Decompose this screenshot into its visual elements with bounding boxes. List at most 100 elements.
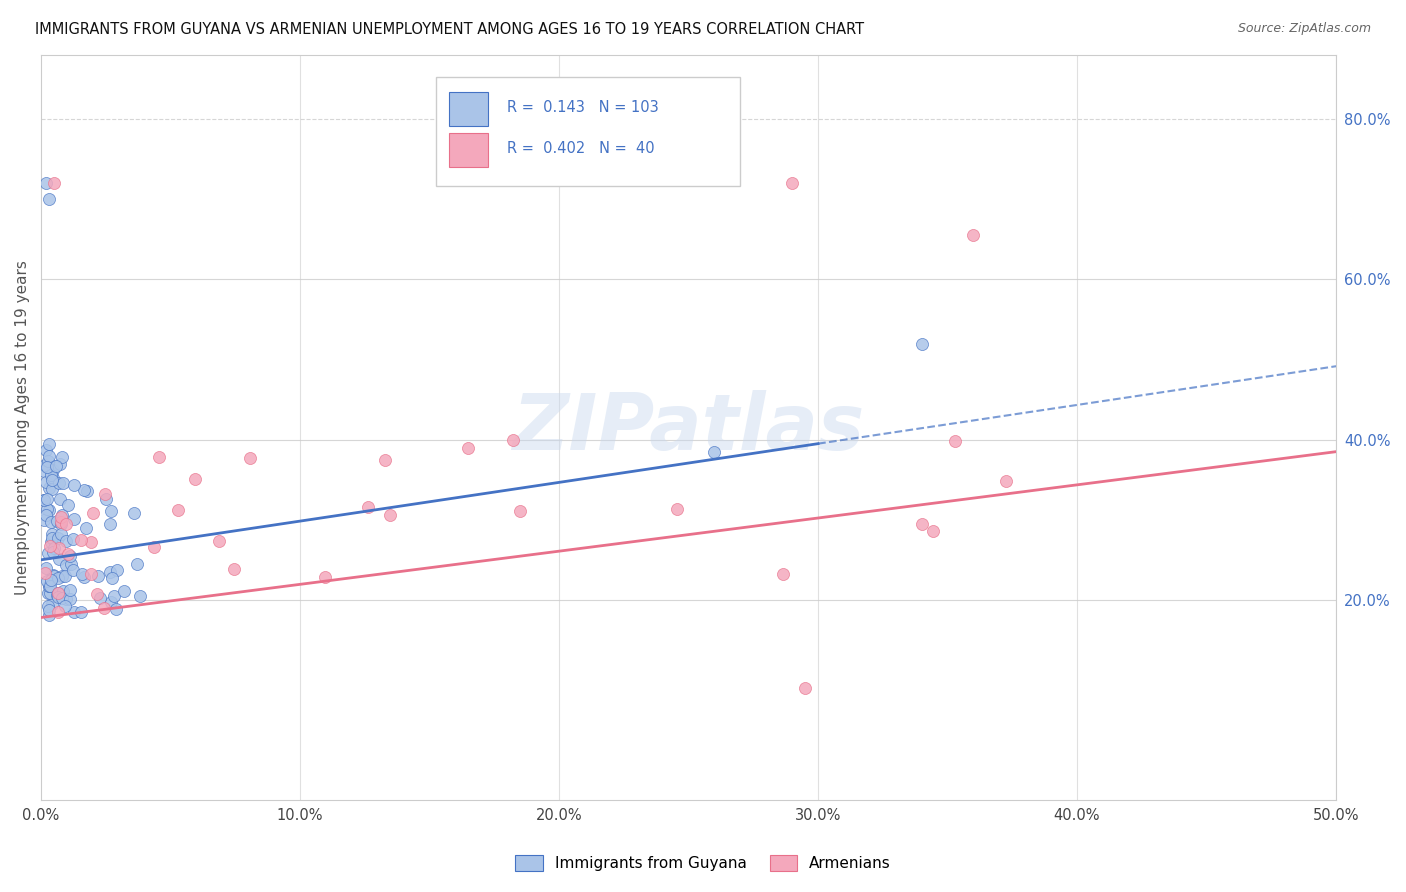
Point — [58, 547, 80, 561]
Point — [46, 605, 69, 619]
Point — [39, 585, 62, 599]
Point — [38, 192, 60, 206]
FancyBboxPatch shape — [449, 93, 488, 126]
Point — [42, 545, 65, 559]
Point — [38, 607, 60, 622]
Point — [41, 473, 63, 487]
Point — [37, 586, 59, 600]
Point — [38, 579, 60, 593]
Point — [46, 590, 69, 604]
Point — [42, 568, 65, 582]
Point — [239, 450, 262, 465]
Point — [63, 606, 86, 620]
Point — [35, 177, 58, 191]
Point — [34, 464, 56, 478]
Point — [48, 457, 70, 471]
Point — [42, 569, 65, 583]
Point — [62, 532, 84, 546]
Point — [128, 589, 150, 603]
Point — [502, 434, 524, 448]
Point — [49, 509, 72, 524]
Point — [70, 566, 93, 581]
Point — [457, 441, 479, 455]
Point — [56, 498, 79, 512]
Point — [98, 566, 121, 580]
Point — [39, 539, 62, 553]
Point — [46, 514, 69, 528]
Point — [48, 476, 70, 491]
Point — [105, 563, 128, 577]
Point — [665, 502, 688, 516]
Point — [59, 557, 82, 571]
Point — [41, 574, 63, 588]
Point — [38, 503, 60, 517]
Point — [39, 468, 62, 483]
Point — [73, 483, 96, 497]
Point — [86, 587, 108, 601]
Point — [42, 471, 65, 485]
Point — [314, 570, 336, 584]
Point — [374, 453, 396, 467]
Text: Source: ZipAtlas.com: Source: ZipAtlas.com — [1237, 22, 1371, 36]
Point — [51, 450, 73, 464]
Point — [38, 579, 60, 593]
Point — [41, 597, 63, 611]
Point — [35, 508, 58, 522]
Point — [39, 534, 62, 549]
Point — [125, 557, 148, 571]
Point — [35, 491, 58, 506]
Point — [80, 535, 103, 549]
Point — [49, 526, 72, 541]
Point — [63, 477, 86, 491]
Point — [93, 487, 115, 501]
Point — [72, 570, 94, 584]
Point — [911, 336, 934, 351]
Point — [103, 589, 125, 603]
Point — [46, 571, 69, 585]
Point — [34, 492, 56, 507]
Point — [46, 588, 69, 602]
Point — [76, 483, 98, 498]
Point — [41, 515, 63, 529]
Point — [63, 512, 86, 526]
Point — [37, 454, 59, 468]
Point — [37, 574, 59, 588]
Point — [34, 458, 56, 472]
Point — [38, 481, 60, 495]
Point — [100, 595, 122, 609]
Text: IMMIGRANTS FROM GUYANA VS ARMENIAN UNEMPLOYMENT AMONG AGES 16 TO 19 YEARS CORREL: IMMIGRANTS FROM GUYANA VS ARMENIAN UNEMP… — [35, 22, 865, 37]
Point — [143, 541, 166, 555]
Point — [70, 605, 93, 619]
Point — [34, 513, 56, 527]
Point — [48, 552, 70, 566]
Point — [42, 533, 65, 548]
Point — [80, 566, 103, 581]
Point — [52, 476, 75, 491]
Point — [51, 515, 73, 529]
Point — [45, 459, 67, 474]
Text: ZIPatlas: ZIPatlas — [512, 390, 865, 466]
Point — [994, 474, 1017, 488]
Text: R =  0.143   N = 103: R = 0.143 N = 103 — [508, 100, 659, 115]
Point — [42, 177, 65, 191]
Point — [55, 558, 77, 572]
Point — [38, 449, 60, 463]
Point — [62, 563, 84, 577]
Point — [208, 533, 231, 548]
Point — [943, 434, 966, 449]
Point — [35, 475, 58, 489]
Point — [51, 569, 73, 583]
Point — [922, 524, 945, 538]
FancyBboxPatch shape — [436, 78, 741, 186]
Legend: Immigrants from Guyana, Armenians: Immigrants from Guyana, Armenians — [515, 855, 891, 871]
Point — [357, 500, 380, 515]
Point — [911, 516, 934, 531]
Point — [46, 586, 69, 600]
Point — [53, 569, 76, 583]
Point — [55, 533, 77, 548]
Point — [32, 492, 55, 507]
Point — [703, 444, 725, 458]
Point — [962, 228, 984, 243]
Point — [46, 531, 69, 545]
Point — [59, 582, 82, 597]
